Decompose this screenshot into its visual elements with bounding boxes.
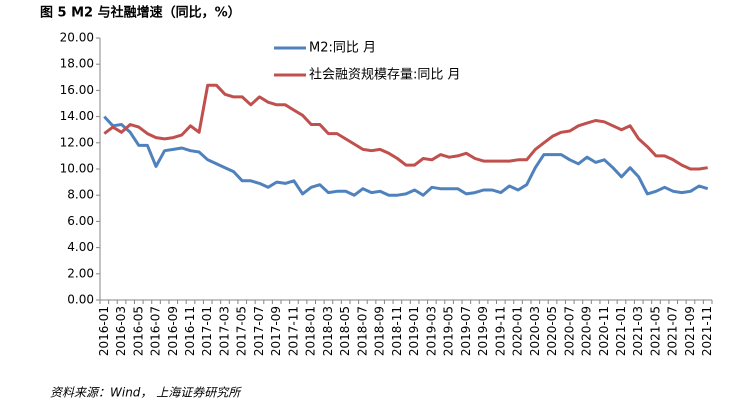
x-tick-label: 2020-07 (562, 306, 576, 356)
x-tick-label: 2020-11 (597, 306, 611, 356)
y-tick-label: 10.00 (60, 162, 94, 176)
x-tick-label: 2021-05 (648, 306, 662, 356)
x-tick-label: 2016-01 (97, 306, 111, 356)
x-tick-label: 2016-05 (131, 306, 145, 356)
x-tick-label: 2018-07 (355, 306, 369, 356)
x-tick-label: 2018-11 (390, 306, 404, 356)
y-tick-label: 4.00 (67, 240, 94, 254)
x-tick-label: 2019-01 (407, 306, 421, 356)
x-tick-label: 2017-03 (217, 306, 231, 356)
y-tick-label: 6.00 (67, 214, 94, 228)
source-note: 资料来源：Wind， 上海证券研究所 (50, 386, 242, 400)
x-tick-label: 2020-09 (580, 306, 594, 356)
line-series (103, 83, 708, 171)
x-tick-label: 2018-09 (373, 306, 387, 356)
y-tick-label: 20.00 (60, 31, 94, 45)
x-tick-label: 2017-11 (286, 306, 300, 356)
x-tick-label: 2019-05 (442, 306, 456, 356)
x-tick-label: 2018-05 (338, 306, 352, 356)
x-tick-label: 2020-05 (545, 306, 559, 356)
y-tick-label: 8.00 (67, 188, 94, 202)
x-tick-label: 2019-11 (493, 306, 507, 356)
x-tick-label: 2019-03 (424, 306, 438, 356)
x-tick-label: 2016-11 (183, 306, 197, 356)
x-tick-label: 2019-07 (459, 306, 473, 356)
legend-label: 社会融资规模存量:同比 月 (309, 67, 461, 83)
y-tick-label: 14.00 (60, 109, 94, 123)
x-tick-label: 2021-07 (666, 306, 680, 356)
x-tick-label: 2016-03 (114, 306, 128, 356)
x-tick-label: 2016-07 (149, 306, 163, 356)
y-tick-label: 2.00 (67, 266, 94, 280)
x-tick-label: 2017-07 (252, 306, 266, 356)
x-tick-label: 2017-01 (200, 306, 214, 356)
x-tick-label: 2019-09 (476, 306, 490, 356)
x-tick-label: 2021-09 (683, 306, 697, 356)
x-tick-label: 2017-09 (269, 306, 283, 356)
x-tick-label: 2021-11 (700, 306, 714, 356)
y-tick-label: 12.00 (60, 135, 94, 149)
x-tick-label: 2018-01 (304, 306, 318, 356)
legend-label: M2:同比 月 (309, 41, 376, 56)
x-tick-label: 2018-03 (321, 306, 335, 356)
chart-title: 图 5 M2 与社融增速（同比，%） (40, 5, 241, 21)
line-series (103, 115, 709, 197)
y-tick-label: 16.00 (60, 83, 94, 97)
x-tick-label: 2017-05 (235, 306, 249, 356)
y-tick-label: 18.00 (60, 57, 94, 71)
x-tick-label: 2020-01 (511, 306, 525, 356)
x-tick-label: 2021-03 (631, 306, 645, 356)
x-tick-label: 2016-09 (166, 306, 180, 356)
x-tick-label: 2020-03 (528, 306, 542, 356)
x-tick-label: 2021-01 (614, 306, 628, 356)
y-tick-label: 0.00 (67, 293, 94, 307)
